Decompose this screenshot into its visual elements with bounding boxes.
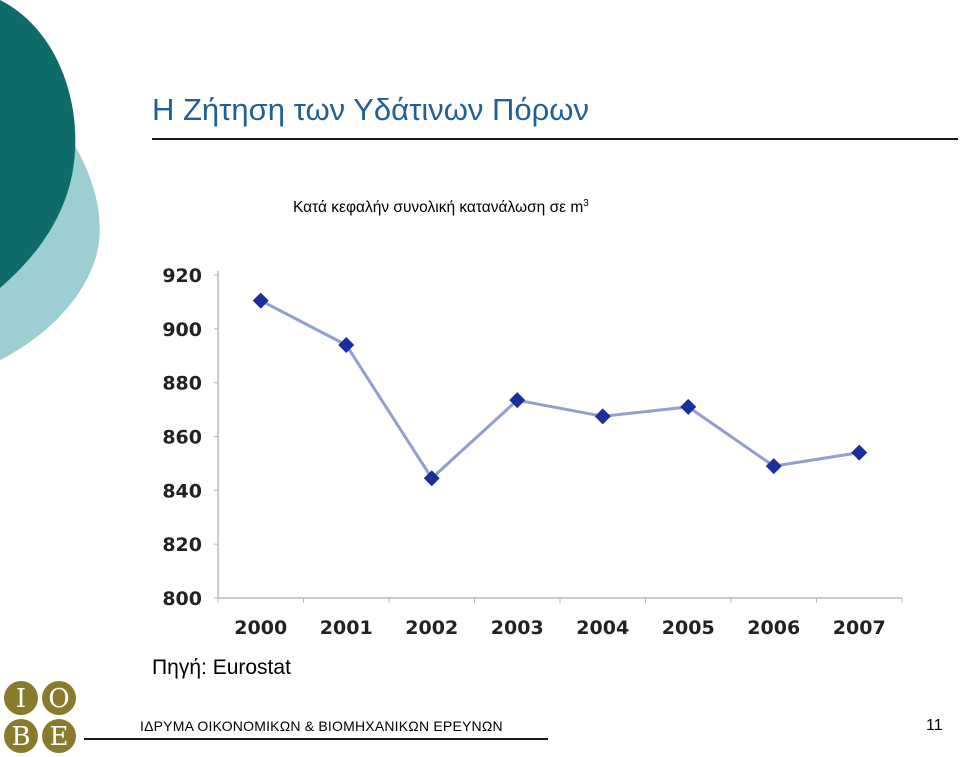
logo-letter: Β <box>11 722 30 752</box>
data-point-marker <box>338 336 355 353</box>
data-point-marker <box>765 458 782 475</box>
institute-logo: Ι ΟΒ Ε <box>2 679 78 755</box>
slide-title: Η Ζήτηση των Υδάτινων Πόρων <box>152 92 589 127</box>
y-tick-label: 820 <box>162 534 202 556</box>
y-tick-label: 800 <box>162 588 202 610</box>
x-tick-label: 2006 <box>747 617 800 639</box>
y-tick-label: 840 <box>162 480 202 502</box>
page-number: 11 <box>926 717 943 734</box>
y-tick-label: 860 <box>162 427 202 449</box>
source-note: Πηγή: Eurostat <box>152 656 291 679</box>
x-tick-label: 2003 <box>491 617 544 639</box>
logo-letter: Ε <box>50 722 69 752</box>
title-divider <box>152 138 958 140</box>
logo-letter: Ι <box>16 684 26 714</box>
x-tick-label: 2000 <box>234 617 287 639</box>
y-tick-label: 920 <box>162 265 202 287</box>
x-tick-label: 2004 <box>576 617 629 639</box>
data-point-marker <box>594 408 611 425</box>
x-tick-label: 2001 <box>320 617 373 639</box>
subtitle-superscript: 3 <box>583 198 589 209</box>
data-point-marker <box>680 398 697 415</box>
y-axis: 800 820 840 860 880 900 920 <box>162 265 219 610</box>
x-tick-label: 2005 <box>662 617 715 639</box>
data-markers <box>252 292 868 487</box>
y-tick-label: 880 <box>162 373 202 395</box>
data-point-marker <box>423 470 440 487</box>
footer-divider <box>84 738 548 740</box>
y-tick-label: 900 <box>162 319 202 341</box>
logo-circle <box>4 681 38 715</box>
series-line <box>260 299 860 480</box>
logo-letter: Ο <box>48 684 69 714</box>
decorative-shapes <box>0 0 100 360</box>
logo-circle <box>42 719 76 753</box>
logo-circle <box>42 681 76 715</box>
logo-circle <box>4 719 38 753</box>
x-tick-label: 2007 <box>833 617 886 639</box>
footer-organization: ΙΔΡΥΜΑ ΟΙΚΟΝΟΜΙΚΩΝ & ΒΙΟΜΗΧΑΝΙΚΩΝ ΕΡΕΥΝΩ… <box>140 718 503 734</box>
chart-subtitle: Κατά κεφαλήν συνολική κατανάλωση σε m3 <box>293 198 589 217</box>
data-point-marker <box>509 392 526 409</box>
dark-teal-shape <box>0 0 76 288</box>
x-tick-label: 2002 <box>405 617 458 639</box>
data-point-marker <box>851 444 868 461</box>
subtitle-text: Κατά κεφαλήν συνολική κατανάλωση σε m <box>293 199 584 217</box>
series-line-group <box>260 299 860 480</box>
data-point-marker <box>252 292 269 309</box>
x-axis: 2000 2001 2002 2003 2004 2005 2006 2007 <box>217 597 903 639</box>
